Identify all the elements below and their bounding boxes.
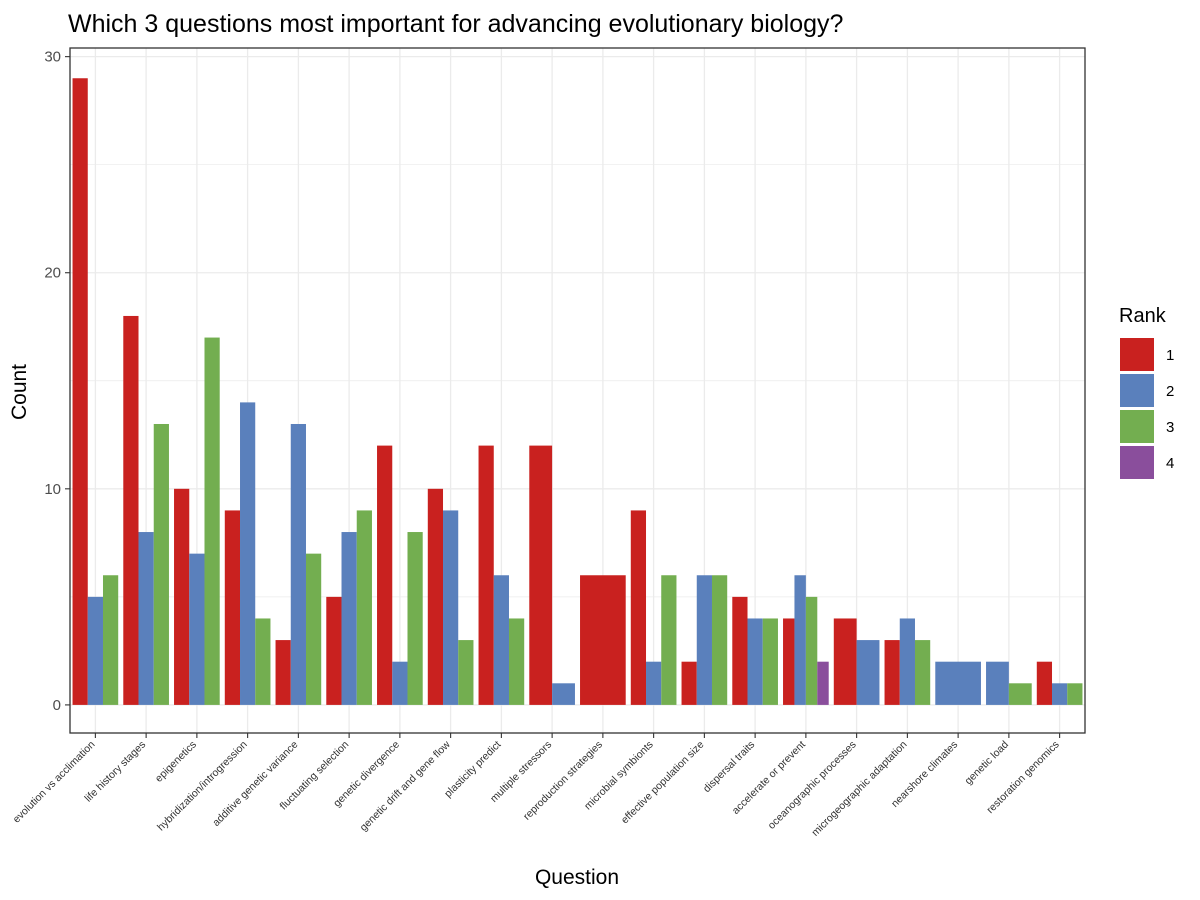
bar-plasticity-predict-rank-3 — [508, 618, 525, 705]
bar-dispersal-traits-rank-1 — [732, 596, 748, 705]
legend-label-rank-2: 2 — [1166, 383, 1174, 400]
bar-accelerate-or-prevent-rank-1 — [783, 618, 795, 705]
y-axis-title: Count — [8, 364, 31, 420]
bar-epigenetics-rank-2 — [189, 553, 205, 705]
x-tick-label: microgeographic adaptation — [809, 739, 909, 839]
bar-genetic-drift-and-gene-flow-rank-1 — [427, 488, 444, 705]
legend: Rank 1 2 3 4 — [1119, 305, 1174, 479]
bar-accelerate-or-prevent-rank-4 — [817, 661, 829, 705]
bar-dispersal-traits-rank-2 — [747, 618, 763, 705]
bar-life-history-stages-rank-1 — [123, 315, 139, 705]
bar-genetic-load-rank-2 — [986, 661, 1009, 705]
x-tick-label: epigenetics — [153, 739, 199, 785]
bar-evolution-vs-acclimation-rank-1 — [72, 78, 88, 705]
legend-key-rank-1 — [1120, 338, 1154, 371]
bar-restoration-genomics-rank-3 — [1067, 683, 1083, 705]
y-tick-label: 10 — [44, 481, 61, 498]
bar-multiple-stressors-rank-1 — [529, 445, 553, 705]
legend-label-rank-4: 4 — [1166, 455, 1174, 472]
bar-hybridization-introgression-rank-2 — [240, 402, 256, 705]
bar-life-history-stages-rank-2 — [138, 532, 154, 705]
x-tick-label: dispersal traits — [701, 739, 757, 795]
bar-effective-population-size-rank-2 — [696, 575, 712, 705]
legend-label-rank-1: 1 — [1166, 347, 1174, 364]
bar-genetic-load-rank-3 — [1008, 683, 1032, 705]
bar-oceanographic-processes-rank-2 — [856, 640, 880, 705]
x-axis-title: Question — [535, 866, 619, 889]
bar-oceanographic-processes-rank-1 — [833, 618, 857, 705]
bar-restoration-genomics-rank-1 — [1036, 661, 1053, 705]
bar-additive-genetic-variance-rank-1 — [275, 640, 291, 705]
bar-evolution-vs-acclimation-rank-3 — [102, 575, 119, 705]
bar-microgeographic-adaptation-rank-1 — [884, 640, 900, 705]
legend-key-rank-4 — [1120, 446, 1154, 479]
plot-background — [70, 48, 1085, 733]
x-tick-label: genetic drift and gene flow — [358, 738, 453, 833]
bar-fluctuating-selection-rank-3 — [356, 510, 372, 705]
bar-microgeographic-adaptation-rank-3 — [914, 640, 931, 705]
y-tick-label: 30 — [44, 49, 61, 66]
bar-plasticity-predict-rank-2 — [493, 575, 509, 705]
x-tick-label: genetic load — [962, 739, 1011, 788]
bar-additive-genetic-variance-rank-3 — [305, 553, 322, 705]
bar-plasticity-predict-rank-1 — [478, 445, 494, 705]
bar-accelerate-or-prevent-rank-2 — [794, 575, 806, 705]
bar-microbial-symbionts-rank-3 — [661, 575, 677, 705]
plot-border — [69, 47, 1086, 734]
bar-hybridization-introgression-rank-3 — [255, 618, 271, 705]
bar-accelerate-or-prevent-rank-3 — [805, 596, 818, 705]
bar-fluctuating-selection-rank-2 — [341, 532, 357, 705]
bar-genetic-divergence-rank-2 — [392, 661, 408, 705]
legend-label-rank-3: 3 — [1166, 419, 1174, 436]
bar-fluctuating-selection-rank-1 — [326, 596, 342, 705]
bar-genetic-drift-and-gene-flow-rank-2 — [443, 510, 459, 705]
x-tick-label: hybridization/introgression — [155, 739, 250, 834]
bar-microgeographic-adaptation-rank-2 — [899, 618, 915, 705]
legend-key-rank-2 — [1120, 374, 1154, 407]
bar-genetic-divergence-rank-1 — [377, 445, 393, 705]
x-tick-label: additive genetic variance — [210, 739, 300, 829]
bar-microbial-symbionts-rank-2 — [646, 661, 662, 705]
bar-additive-genetic-variance-rank-2 — [290, 423, 306, 705]
bar-microbial-symbionts-rank-1 — [630, 510, 647, 705]
bar-epigenetics-rank-3 — [204, 337, 220, 705]
bar-effective-population-size-rank-3 — [711, 575, 728, 705]
legend-key-rank-3 — [1120, 410, 1154, 443]
bar-evolution-vs-acclimation-rank-2 — [87, 596, 103, 705]
bar-effective-population-size-rank-1 — [681, 661, 697, 705]
y-axis: 0 10 20 30 — [44, 49, 70, 714]
y-tick-label: 0 — [53, 697, 61, 714]
bar-multiple-stressors-rank-2 — [552, 683, 575, 705]
bar-genetic-drift-and-gene-flow-rank-3 — [458, 640, 474, 705]
y-tick-label: 20 — [44, 265, 61, 282]
bar-nearshore-climates-rank-2 — [935, 661, 981, 705]
chart-title: Which 3 questions most important for adv… — [68, 10, 843, 38]
x-tick-label: oceanographic processes — [766, 739, 859, 832]
bar-dispersal-traits-rank-3 — [762, 618, 778, 705]
bar-restoration-genomics-rank-2 — [1052, 683, 1068, 705]
x-tick-label: effective population size — [619, 739, 707, 827]
bar-epigenetics-rank-1 — [174, 488, 190, 705]
bar-reproduction-strategies-rank-1 — [580, 575, 626, 705]
bar-life-history-stages-rank-3 — [153, 423, 169, 705]
legend-title: Rank — [1119, 305, 1167, 327]
bar-genetic-divergence-rank-3 — [407, 532, 423, 705]
bar-hybridization-introgression-rank-1 — [224, 510, 241, 705]
x-tick-label: evolution vs acclimation — [11, 739, 98, 826]
bars — [72, 78, 1083, 705]
